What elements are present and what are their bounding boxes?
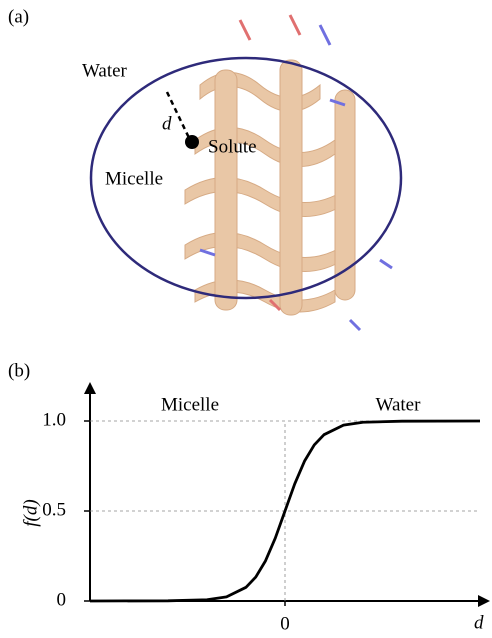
panel-a: (a) Water d Solute Micelle [8, 6, 403, 332]
curve [89, 419, 481, 603]
panel-label: (b) [8, 360, 30, 381]
x-axis-label: d [474, 612, 484, 633]
annotation: Micelle [161, 394, 219, 415]
solute-dot [185, 135, 199, 149]
panel-b: (b) d f(d) Micelle Water [8, 360, 490, 633]
protein [184, 59, 356, 316]
x-tick-label: 0 [280, 613, 290, 633]
y-arrow [84, 382, 96, 394]
distance-label: d [162, 113, 172, 134]
water-label: Water [82, 60, 128, 81]
solute-label: Solute [208, 136, 257, 157]
side-chains [199, 14, 393, 332]
panel-label: (a) [8, 6, 29, 27]
annotation: Water [376, 394, 422, 415]
y-tick-label: 1.0 [42, 409, 66, 430]
y-tick-label: 0 [57, 589, 67, 610]
micelle-boundary [89, 56, 403, 300]
micelle-label: Micelle [105, 168, 163, 189]
y-tick-label: 0.5 [42, 499, 66, 520]
x-arrow [478, 595, 490, 607]
y-axis-label: f(d) [20, 499, 41, 526]
